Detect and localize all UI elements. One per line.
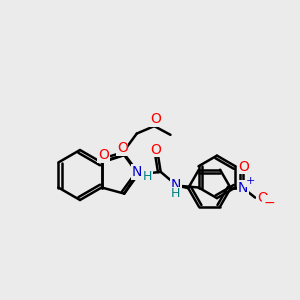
Text: H: H	[143, 169, 152, 183]
Text: N: N	[132, 165, 142, 179]
Text: O: O	[257, 191, 268, 205]
Text: H: H	[171, 187, 180, 200]
Text: N: N	[170, 178, 181, 192]
Text: N: N	[238, 181, 248, 195]
Text: O: O	[98, 148, 109, 162]
Text: O: O	[150, 142, 160, 157]
Text: −: −	[263, 196, 275, 210]
Text: O: O	[150, 112, 161, 126]
Text: O: O	[238, 160, 249, 174]
Text: +: +	[246, 176, 255, 186]
Text: O: O	[117, 141, 128, 155]
